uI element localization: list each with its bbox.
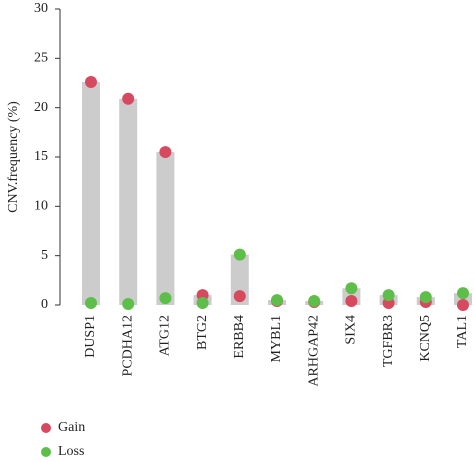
dot xyxy=(159,146,172,159)
dot xyxy=(457,287,469,300)
y-tick-label: 20 xyxy=(34,100,48,115)
dot xyxy=(308,295,321,308)
bar xyxy=(156,152,175,305)
y-tick-label: 30 xyxy=(34,1,48,16)
dot xyxy=(457,299,469,311)
dot xyxy=(419,291,432,304)
x-tick-label: TGFBR3 xyxy=(381,315,396,367)
y-tick-label: 5 xyxy=(41,248,48,263)
y-tick-label: 15 xyxy=(34,149,48,164)
x-tick-label: MYBL1 xyxy=(269,315,284,362)
x-tick-label: KCNQ5 xyxy=(418,315,433,362)
x-tick-label: SIX4 xyxy=(344,315,359,345)
dot xyxy=(122,298,135,311)
legend-label: Gain xyxy=(58,420,85,435)
y-axis-label: CNV.frequency (%) xyxy=(6,101,21,213)
dot xyxy=(196,297,209,310)
dot xyxy=(345,282,358,295)
legend-marker xyxy=(41,423,51,433)
dot xyxy=(122,92,135,105)
dot xyxy=(382,289,395,302)
dot xyxy=(159,292,172,305)
dot xyxy=(85,297,97,310)
dot xyxy=(271,294,283,307)
dot xyxy=(233,290,246,303)
dot xyxy=(233,248,246,261)
x-tick-label: ATG12 xyxy=(158,315,173,356)
dot xyxy=(85,76,97,89)
x-tick-label: ARHGAP42 xyxy=(306,315,321,387)
legend-marker xyxy=(41,447,51,457)
x-tick-label: BTG2 xyxy=(195,315,210,350)
y-tick-label: 25 xyxy=(34,51,48,66)
y-tick-label: 0 xyxy=(41,297,48,312)
x-tick-label: PCDHA12 xyxy=(120,315,135,376)
y-tick-label: 10 xyxy=(34,199,48,214)
dot xyxy=(345,295,358,308)
x-tick-label: TAL1 xyxy=(455,315,470,348)
legend-label: Loss xyxy=(58,444,84,459)
x-tick-label: DUSP1 xyxy=(83,315,98,358)
x-tick-label: ERBB4 xyxy=(232,315,247,359)
bar xyxy=(119,98,138,305)
bar xyxy=(82,82,100,305)
